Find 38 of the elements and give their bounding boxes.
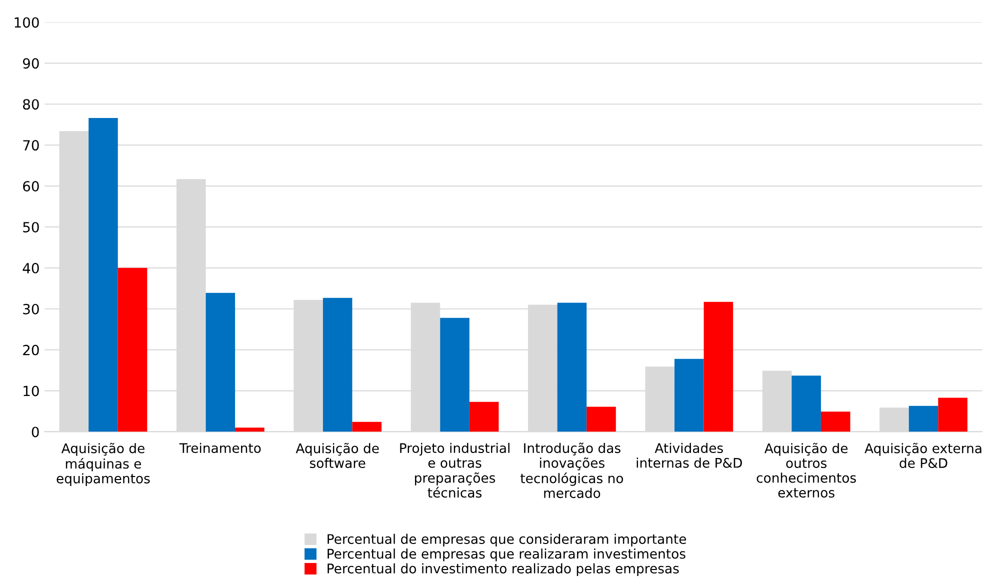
bar <box>938 398 968 432</box>
legend-label: Percentual de empresas que consideraram importante <box>328 534 686 547</box>
x-tick-label: Treinamento <box>179 442 261 454</box>
x-tick-label: Introdução das inovações tecnológicas no mercado <box>520 442 624 498</box>
y-tick-label: 60 <box>23 181 39 192</box>
bar <box>792 376 821 432</box>
y-tick-label: 100 <box>14 17 39 28</box>
y-tick-label: 10 <box>24 386 39 396</box>
bar <box>352 422 382 432</box>
legend-label: Percentual do investimento realizado pelas empresas <box>328 563 679 576</box>
bar <box>206 292 236 432</box>
x-tick-label: Aquisição de software <box>296 442 379 468</box>
y-tick-label: 30 <box>23 304 39 314</box>
y-tick-label: 40 <box>22 262 39 274</box>
bar <box>908 406 938 432</box>
x-tick-label: Projeto industrial e outras preparações técnicas <box>400 442 510 498</box>
y-tick-label: 0 <box>32 426 39 438</box>
bar <box>88 118 118 432</box>
bar <box>322 298 352 432</box>
y-tick-label: 70 <box>23 140 39 151</box>
bar <box>704 302 734 432</box>
bar <box>469 402 499 432</box>
y-tick-label: 20 <box>23 344 39 356</box>
bar <box>440 318 470 432</box>
x-tick-label: Aquisição de outros conhecimentos externos <box>756 442 856 498</box>
bar <box>557 302 587 432</box>
x-tick-label: Aquisição de máquinas e equipamentos <box>56 442 150 486</box>
bar <box>235 428 264 432</box>
bar <box>674 358 704 432</box>
bar <box>820 412 850 432</box>
y-tick-label: 90 <box>22 58 39 69</box>
bar <box>118 268 148 432</box>
y-tick-label: 80 <box>23 99 39 110</box>
x-tick-label: Aquisição externa de P&D <box>864 442 982 468</box>
y-tick-label: 50 <box>23 222 39 232</box>
bar <box>586 406 616 432</box>
legend-label: Percentual de empresas que realizaram investimentos <box>328 548 686 562</box>
x-tick-label: Atividades internas de P&D <box>636 442 742 468</box>
